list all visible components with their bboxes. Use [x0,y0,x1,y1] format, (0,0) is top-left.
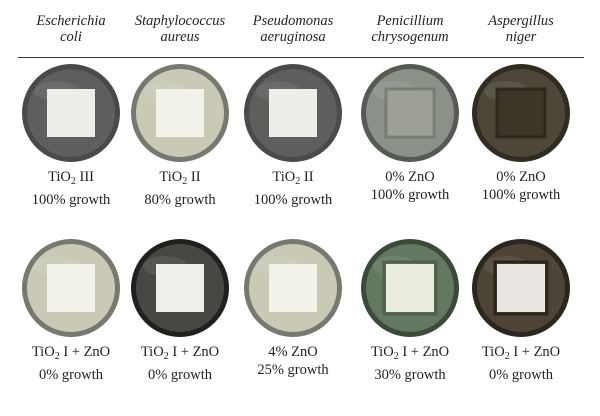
inhibition-edge [382,260,438,316]
treatment-label: TiO2 I + ZnO [140,344,220,362]
petri-dish [360,238,460,338]
organism-name-line: Staphylococcus [134,13,226,29]
organism-name-line: aureus [160,29,200,45]
petri-dish [130,63,230,163]
organism-name-line: Pseudomonas [252,13,334,29]
treatment-label: TiO2 II [272,169,314,187]
petri-dish [471,238,571,338]
test-sample-square [497,89,545,137]
treatment-label: TiO2 III [48,169,94,187]
test-sample-square [47,89,95,137]
mold-growth [495,87,547,139]
test-sample-square [386,89,434,137]
organism-header: Penicillium chrysogenum [354,13,466,45]
inhibition-edge [493,260,549,316]
petri-dish [243,238,343,338]
growth-label: 100% growth [253,192,333,208]
treatment-label: 0% ZnO [385,169,435,185]
organism-name-line: chrysogenum [371,29,449,45]
treatment-label: 4% ZnO [268,344,318,360]
petri-dish [130,238,230,338]
growth-label: 25% growth [257,362,329,378]
growth-label: 100% growth [370,187,450,203]
test-sample-square [269,264,317,312]
header-rule [18,57,584,58]
growth-label: 0% growth [38,367,104,383]
organism-name-line: Penicillium [376,13,444,29]
test-sample-square [386,264,434,312]
dish-caption: TiO2 II 100% growth [237,168,349,209]
dish-caption: TiO2 I + ZnO 0% growth [465,343,577,384]
petri-dish [21,63,121,163]
dish-caption: 4% ZnO 25% growth [237,343,349,379]
organism-header: Pseudomonas aeruginosa [237,13,349,45]
dish-caption: 0% ZnO 100% growth [465,168,577,204]
treatment-label: TiO2 I + ZnO [31,344,111,362]
organism-header: Escherichia coli [15,13,127,45]
petri-dish [243,63,343,163]
organism-column: Escherichia coli TiO2 III 100% growth TiO2 I… [15,0,127,416]
petri-dish [360,63,460,163]
organism-header: Aspergillus niger [465,13,577,45]
treatment-label: 0% ZnO [496,169,546,185]
organism-name-line: aeruginosa [260,29,326,45]
test-sample-square [156,89,204,137]
growth-label: 0% growth [488,367,554,383]
test-sample-square [47,264,95,312]
petri-dish [21,238,121,338]
organism-name-line: coli [60,29,82,45]
test-sample-square [269,89,317,137]
organism-column: Penicillium chrysogenum 0% ZnO 100% growth T… [354,0,466,416]
organism-column: Aspergillus niger 0% ZnO 100% growth TiO2 I … [465,0,577,416]
growth-label: 30% growth [374,367,446,383]
test-sample-square [156,264,204,312]
dish-caption: TiO2 III 100% growth [15,168,127,209]
dish-caption: TiO2 II 80% growth [124,168,236,209]
growth-label: 100% growth [31,192,111,208]
dish-caption: TiO2 I + ZnO 0% growth [15,343,127,384]
test-sample-square [497,264,545,312]
organism-column: Staphylococcus aureus TiO2 II 80% growth TiO… [124,0,236,416]
dish-caption: TiO2 I + ZnO 30% growth [354,343,466,384]
petri-dish [471,63,571,163]
organism-name-line: niger [505,29,537,45]
treatment-label: TiO2 I + ZnO [370,344,450,362]
growth-label: 0% growth [147,367,213,383]
dish-caption: 0% ZnO 100% growth [354,168,466,204]
dish-caption: TiO2 I + ZnO 0% growth [124,343,236,384]
organism-name-line: Escherichia [36,13,106,29]
mold-growth [384,87,436,139]
organism-header: Staphylococcus aureus [124,13,236,45]
treatment-label: TiO2 II [159,169,201,187]
organism-name-line: Aspergillus [488,13,554,29]
growth-label: 100% growth [481,187,561,203]
organism-column: Pseudomonas aeruginosa TiO2 II 100% growth 4… [237,0,349,416]
growth-label: 80% growth [144,192,216,208]
treatment-label: TiO2 I + ZnO [481,344,561,362]
